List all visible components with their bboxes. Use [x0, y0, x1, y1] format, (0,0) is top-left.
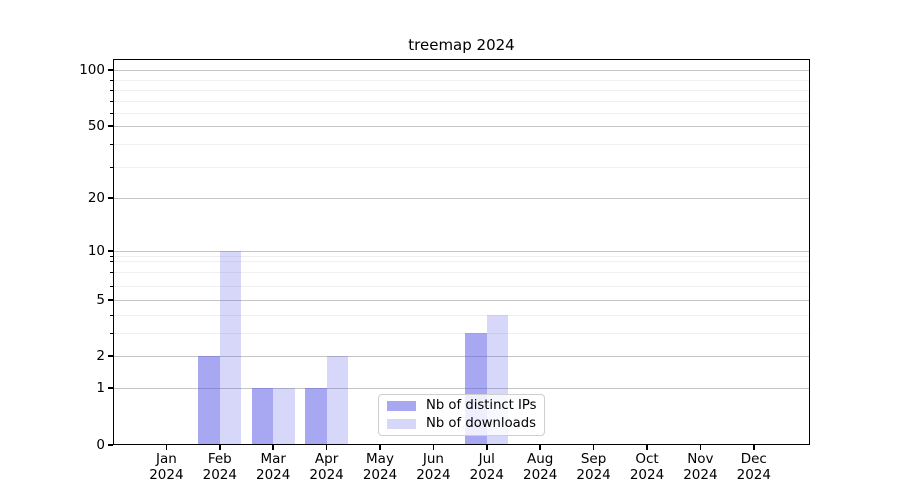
x-tick-mark-mar: [272, 445, 274, 450]
bar-distinct-ips-mar: [251, 388, 274, 445]
chart-title: treemap 2024: [408, 36, 515, 54]
legend-swatch-downloads: [387, 419, 416, 429]
x-tick-mark-apr: [325, 445, 328, 450]
gridline-major-y1: [113, 387, 810, 389]
bar-downloads-feb: [219, 251, 242, 445]
bar-downloads-apr: [326, 356, 349, 445]
x-tick-mark-jan: [165, 445, 168, 450]
gridline-minor-y3: [113, 332, 810, 334]
legend-label-downloads: Nb of downloads: [426, 416, 536, 431]
y-tick-mark-50: [107, 125, 113, 127]
y-tick-label-10: 10: [87, 243, 105, 259]
y-tick-mark-2: [107, 355, 113, 357]
gridline-minor-y8: [113, 260, 810, 262]
legend-entry-downloads: Nb of downloads: [379, 417, 544, 431]
x-tick-label-apr: Apr 2024: [309, 451, 344, 483]
y-minor-tick-mark-90: [110, 79, 113, 81]
bar-distinct-ips-feb: [198, 356, 220, 445]
gridline-minor-y60: [113, 112, 810, 114]
y-tick-mark-0: [107, 444, 113, 446]
gridline-major-y10: [113, 250, 810, 252]
x-tick-label-mar: Mar 2024: [256, 451, 291, 483]
x-tick-mark-jun: [432, 445, 435, 450]
x-tick-label-sep: Sep 2024: [576, 451, 611, 483]
gridline-major-y2: [113, 355, 810, 357]
y-tick-mark-1: [107, 387, 113, 389]
x-tick-mark-nov: [699, 445, 702, 450]
x-tick-label-nov: Nov 2024: [683, 451, 718, 483]
y-minor-tick-mark-3: [110, 332, 113, 334]
legend: Nb of distinct IPs Nb of downloads: [378, 394, 545, 436]
x-tick-label-aug: Aug 2024: [523, 451, 558, 483]
gridline-minor-y4: [113, 314, 810, 316]
y-minor-tick-mark-40: [110, 143, 113, 145]
y-tick-label-5: 5: [96, 292, 105, 308]
y-minor-tick-mark-8: [110, 260, 113, 262]
y-minor-tick-mark-60: [110, 112, 113, 114]
y-tick-label-100: 100: [79, 62, 105, 78]
gridline-major-y5: [113, 299, 810, 301]
y-minor-tick-mark-9: [110, 256, 113, 257]
gridline-major-y20: [113, 197, 810, 199]
x-tick-label-dec: Dec 2024: [736, 451, 771, 483]
x-tick-label-feb: Feb 2024: [202, 451, 237, 483]
x-tick-mark-oct: [646, 445, 648, 450]
y-minor-tick-mark-70: [110, 100, 113, 102]
gridline-minor-y40: [113, 143, 810, 145]
x-tick-label-jul: Jul 2024: [469, 451, 504, 483]
x-tick-mark-sep: [592, 445, 595, 450]
y-tick-mark-10: [107, 250, 113, 252]
x-tick-label-jun: Jun 2024: [416, 451, 451, 483]
gridline-minor-y9: [113, 256, 810, 257]
gridline-minor-y90: [113, 79, 810, 81]
y-tick-label-0: 0: [96, 437, 105, 453]
y-minor-tick-mark-80: [110, 89, 113, 91]
bar-distinct-ips-apr: [304, 388, 327, 445]
y-minor-tick-mark-6: [110, 285, 113, 287]
y-minor-tick-mark-4: [110, 314, 113, 316]
x-tick-label-may: May 2024: [362, 451, 398, 483]
gridline-minor-y6: [113, 285, 810, 287]
x-tick-mark-dec: [753, 445, 755, 450]
y-tick-label-1: 1: [96, 380, 105, 396]
y-tick-label-2: 2: [96, 348, 105, 364]
y-tick-label-50: 50: [87, 118, 105, 134]
x-tick-mark-aug: [539, 445, 541, 450]
x-tick-label-jan: Jan 2024: [149, 451, 184, 483]
bar-downloads-mar: [273, 388, 295, 445]
x-tick-label-oct: Oct 2024: [629, 451, 665, 483]
y-tick-label-20: 20: [87, 190, 105, 206]
gridline-major-y100: [113, 69, 810, 71]
legend-swatch-distinct-ips: [387, 401, 416, 411]
gridline-minor-y80: [113, 89, 810, 91]
y-tick-mark-5: [107, 299, 113, 301]
y-minor-tick-mark-30: [110, 166, 113, 168]
y-tick-mark-20: [107, 197, 113, 199]
gridline-major-y50: [113, 125, 810, 127]
y-tick-mark-100: [107, 69, 113, 71]
gridline-minor-y7: [113, 272, 810, 273]
x-tick-mark-may: [379, 445, 381, 450]
legend-label-distinct-ips: Nb of distinct IPs: [426, 398, 537, 413]
y-minor-tick-mark-7: [110, 272, 113, 273]
x-tick-mark-jul: [486, 445, 488, 450]
legend-entry-distinct-ips: Nb of distinct IPs: [379, 399, 544, 413]
gridline-minor-y70: [113, 100, 810, 102]
gridline-minor-y30: [113, 166, 810, 168]
x-tick-mark-feb: [219, 445, 221, 450]
